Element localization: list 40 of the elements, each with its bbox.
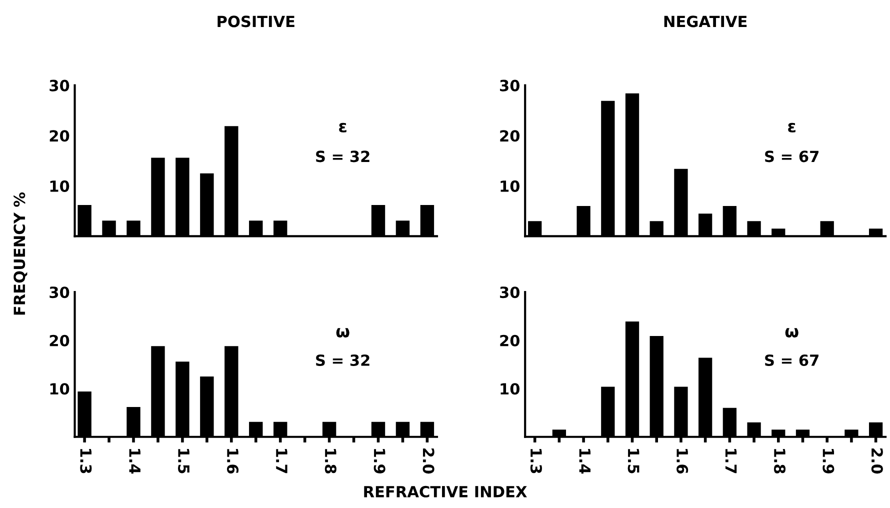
x-tick-label: 1.5 [628,449,640,474]
x-tick-label: 1.4 [129,449,140,474]
y-tick-label: 10 [500,383,520,395]
x-tick-label: 1.3 [530,449,542,474]
x-tick-label: 1.9 [374,449,386,474]
y-tick-label: 10 [50,180,70,192]
annotation: S = 32 [316,354,370,366]
annotation: S = 32 [316,150,370,162]
y-tick-label: 30 [500,286,520,298]
y-tick-label: 30 [50,80,70,92]
x-axis-title: REFRACTIVE INDEX [364,486,527,498]
x-tick-label: 1.3 [80,449,92,474]
y-tick-label: 30 [50,286,70,298]
y-tick-label: 10 [500,180,520,192]
annotation: S = 67 [765,150,818,162]
x-tick-label: 1.8 [324,449,336,474]
x-tick-label: 1.4 [579,449,590,474]
y-tick-label: 30 [500,80,520,92]
annotation: ω [785,328,798,338]
x-tick-label: 2.0 [871,448,883,474]
y-tick-label: 20 [500,130,520,142]
x-tick-label: 1.7 [725,449,737,474]
annotation: ε [339,122,346,132]
x-tick-label: 1.9 [822,449,834,474]
y-tick-label: 20 [500,334,520,346]
y-tick-label: 20 [50,334,70,346]
annotation: ε [788,122,796,132]
annotation: ω [336,328,350,338]
x-tick-label: 1.7 [276,449,288,474]
x-tick-label: 1.5 [178,449,190,474]
y-tick-label: 10 [50,383,70,395]
y-tick-label: 20 [50,130,70,142]
chart-title: NEGATIVE [664,16,747,28]
annotation: S = 67 [765,354,818,366]
chart-title: POSITIVE [218,16,294,28]
x-tick-label: 1.8 [774,449,786,474]
x-tick-label: 2.0 [422,448,434,474]
x-tick-label: 1.6 [676,449,688,474]
x-tick-label: 1.6 [226,449,239,474]
y-axis-title: FREQUENCY % [14,192,28,315]
